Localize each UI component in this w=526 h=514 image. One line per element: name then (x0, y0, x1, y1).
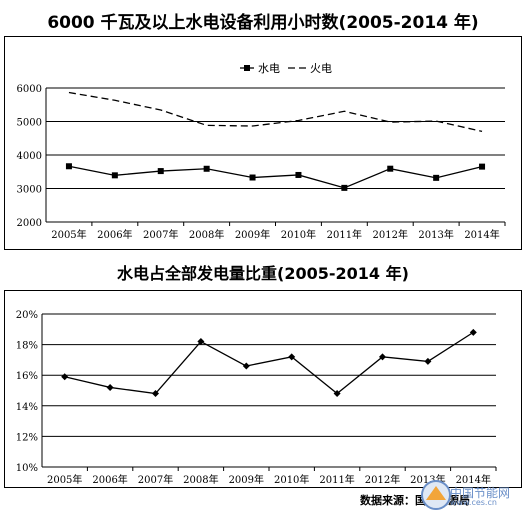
chart-title-share: 水电占全部发电量比重(2005-2014 年) (117, 264, 409, 283)
data-point-marker (479, 163, 486, 170)
chart-frame-hours (4, 36, 522, 250)
data-point-marker (203, 165, 210, 172)
data-point-marker (61, 373, 69, 381)
x-tick-label: 2009年 (235, 228, 270, 241)
data-point-marker (469, 328, 477, 336)
legend-marker-hydro (244, 65, 250, 71)
x-tick-label: 2006年 (92, 473, 127, 486)
x-tick-label: 2011年 (319, 473, 354, 486)
data-point-marker (106, 383, 114, 391)
y-tick-label: 12% (16, 432, 38, 443)
data-point-marker (157, 168, 164, 175)
y-tick-label: 10% (16, 463, 38, 474)
data-point-marker (433, 174, 440, 181)
data-point-marker (111, 172, 118, 179)
x-tick-label: 2007年 (138, 473, 173, 486)
y-tick-label: 6000 (17, 84, 42, 95)
data-point-marker (379, 353, 386, 361)
series-line-0-1 (68, 91, 483, 132)
x-tick-label: 2011年 (327, 228, 362, 241)
data-point-marker (242, 362, 250, 370)
x-tick-label: 2010年 (274, 473, 309, 486)
data-point-marker (288, 353, 296, 361)
watermark-text: 中国节能网 (450, 486, 511, 500)
data-point-marker (341, 184, 348, 191)
x-tick-label: 2009年 (229, 473, 264, 486)
y-tick-label: 3000 (17, 185, 42, 196)
x-tick-label: 2005年 (47, 473, 82, 486)
data-point-marker (387, 165, 394, 172)
y-tick-label: 16% (16, 371, 38, 382)
x-tick-label: 2007年 (143, 228, 178, 241)
x-tick-label: 2012年 (365, 473, 400, 486)
series-line-0-0 (68, 165, 483, 189)
series-line-1-0 (64, 331, 474, 395)
y-tick-label: 5000 (17, 118, 42, 129)
chart-hours: 2000 3000 4000 5000 6000 2005年 2006年 2007年 2008年… (17, 62, 506, 241)
data-point-marker (197, 338, 205, 346)
data-point-marker (424, 357, 432, 365)
y-tick-label: 2000 (17, 218, 42, 229)
chart-share: 10% 12% 14% 16% 18% 20% 2005年 2006年 2007年 2008年 20… (16, 310, 497, 486)
y-tick-label: 20% (16, 310, 38, 321)
data-point-marker (249, 174, 256, 181)
x-tick-label: 2005年 (51, 228, 86, 241)
legend-label-hydro: 水电 (258, 62, 280, 75)
y-tick-label: 4000 (17, 151, 42, 162)
x-tick-label: 2012年 (373, 228, 408, 241)
x-tick-label: 2014年 (456, 473, 491, 486)
x-tick-label: 2014年 (464, 228, 499, 241)
watermark-logo-icon (421, 480, 451, 510)
x-tick-label: 2006年 (97, 228, 132, 241)
data-point-marker (152, 390, 159, 398)
x-tick-label: 2008年 (189, 228, 224, 241)
y-tick-label: 14% (16, 402, 38, 413)
x-tick-label: 2008年 (183, 473, 218, 486)
x-tick-label: 2010年 (281, 228, 316, 241)
chart-frame-share (4, 290, 522, 488)
chart-title-hours: 6000 千瓦及以上水电设备利用小时数(2005-2014 年) (47, 13, 479, 33)
legend-label-thermal: 火电 (310, 62, 332, 75)
data-point-marker (295, 171, 302, 178)
x-tick-label: 2013年 (418, 228, 453, 241)
watermark-url: www.ces.cn (450, 498, 497, 507)
y-tick-label: 18% (16, 341, 38, 352)
data-point-marker (333, 390, 341, 398)
data-point-marker (65, 163, 72, 170)
